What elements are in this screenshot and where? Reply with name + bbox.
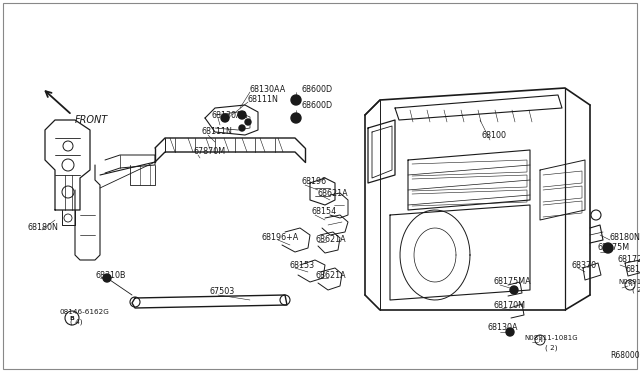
Text: 68130A: 68130A [625, 266, 640, 275]
Text: B: B [70, 315, 74, 321]
Text: 68180NA: 68180NA [610, 232, 640, 241]
Circle shape [245, 119, 251, 125]
Text: 08146-6162G: 08146-6162G [60, 309, 110, 315]
Text: N08911-1081G: N08911-1081G [618, 279, 640, 285]
Text: ( 2): ( 2) [632, 287, 640, 293]
Text: N: N [628, 282, 632, 288]
Text: 68172N: 68172N [617, 256, 640, 264]
Circle shape [238, 111, 246, 119]
Text: ( 4): ( 4) [70, 319, 83, 325]
Text: 68130AA: 68130AA [250, 84, 286, 93]
Text: 68600D: 68600D [302, 100, 333, 109]
Text: 68621A: 68621A [317, 189, 348, 198]
Text: 68130AA: 68130AA [212, 112, 248, 121]
Circle shape [103, 274, 111, 282]
Text: 68111N: 68111N [247, 96, 278, 105]
Circle shape [291, 113, 301, 123]
Text: 67870M: 67870M [193, 148, 225, 157]
Text: 68310B: 68310B [95, 270, 125, 279]
Text: 68196: 68196 [302, 177, 327, 186]
Text: 68175M: 68175M [597, 244, 629, 253]
Text: 68196+A: 68196+A [262, 234, 300, 243]
Text: 67503: 67503 [210, 288, 236, 296]
Circle shape [221, 114, 229, 122]
Text: R6800028: R6800028 [610, 350, 640, 359]
Circle shape [506, 328, 514, 336]
Text: 68180N: 68180N [27, 224, 58, 232]
Text: 68153: 68153 [290, 260, 315, 269]
Text: 68154: 68154 [312, 208, 337, 217]
Circle shape [603, 243, 613, 253]
Text: 68111N: 68111N [202, 128, 233, 137]
Circle shape [239, 125, 245, 131]
Text: 68100: 68100 [482, 131, 507, 140]
Circle shape [510, 286, 518, 294]
Text: ( 2): ( 2) [545, 345, 557, 351]
Text: 68621A: 68621A [315, 270, 346, 279]
Text: 68600D: 68600D [302, 84, 333, 93]
Text: FRONT: FRONT [75, 115, 108, 125]
Text: 68175MA: 68175MA [493, 278, 531, 286]
Text: 68621A: 68621A [315, 235, 346, 244]
Text: 68130A: 68130A [488, 324, 518, 333]
Text: 68170M: 68170M [494, 301, 526, 310]
Text: N08911-1081G: N08911-1081G [524, 335, 578, 341]
Text: N: N [538, 337, 542, 343]
Circle shape [291, 95, 301, 105]
Text: 68370: 68370 [572, 260, 597, 269]
